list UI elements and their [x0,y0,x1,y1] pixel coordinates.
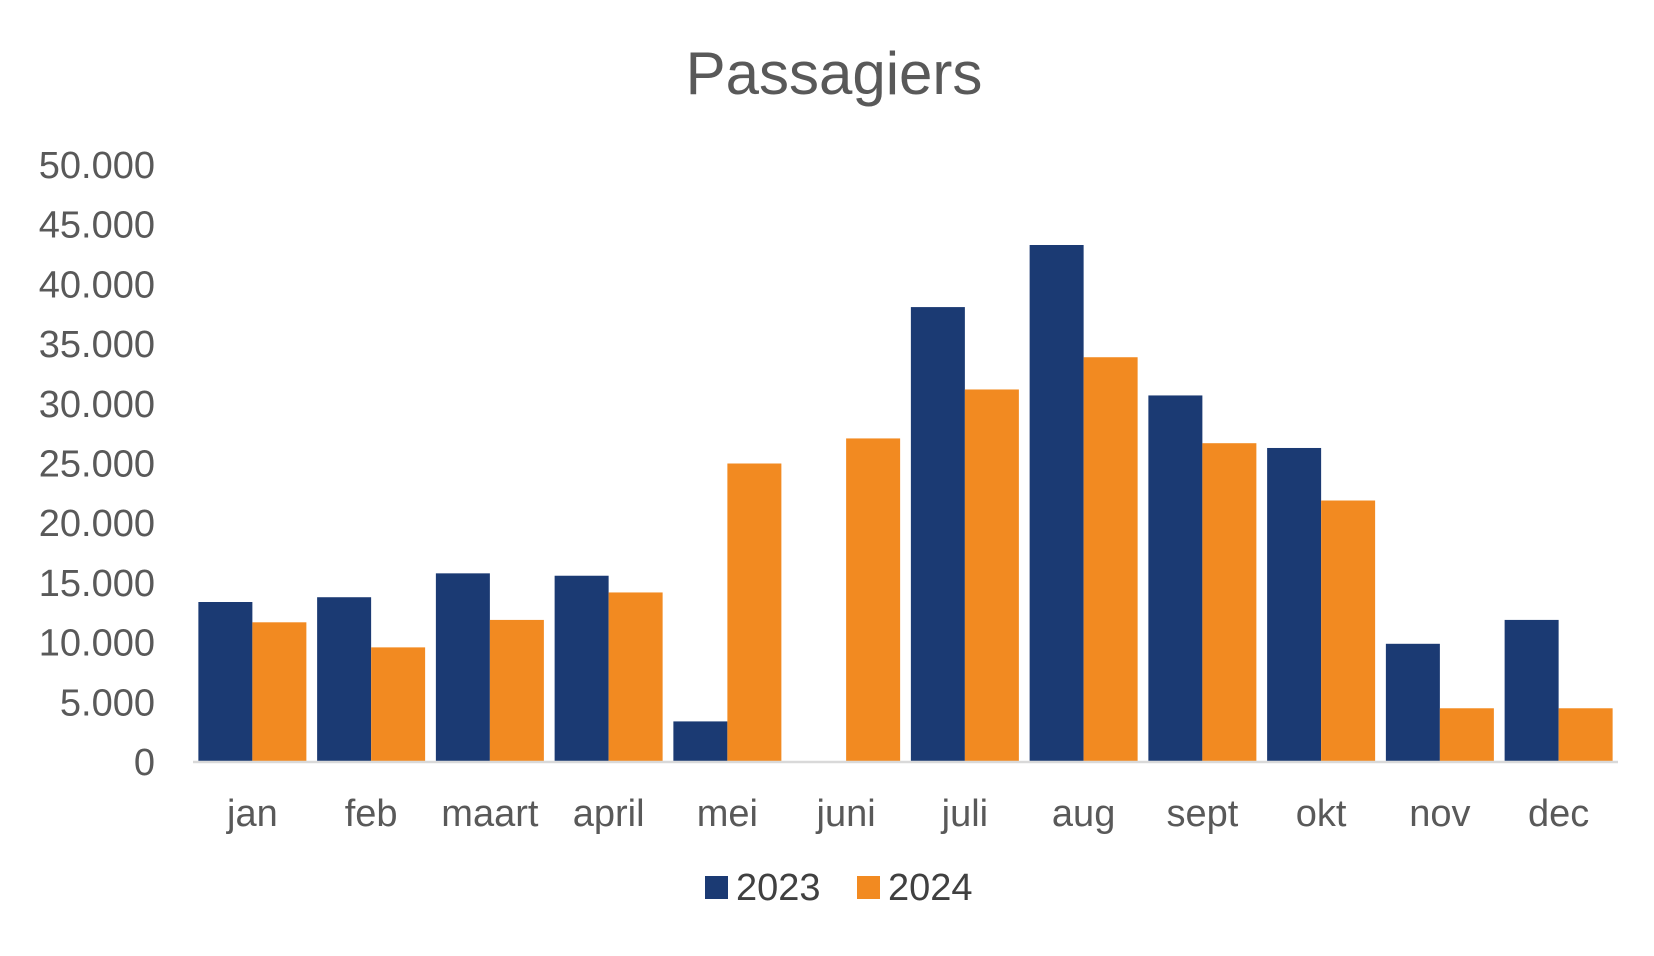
bar-2023-maart [435,573,490,762]
legend-swatch-2024 [857,876,880,899]
x-tick-label: dec [1528,793,1589,835]
bar-2024-okt [1321,500,1376,762]
y-tick-label: 35.000 [39,324,155,366]
bar-2023-dec [1504,619,1559,762]
y-tick-label: 0 [134,742,155,784]
bar-2024-mei [727,463,782,762]
legend: 2023 2024 [705,867,973,909]
y-tick-label: 40.000 [39,264,155,306]
y-tick-label: 5.000 [60,682,155,724]
y-tick-label: 20.000 [39,503,155,545]
y-tick-label: 30.000 [39,384,155,426]
legend-label-2024: 2024 [888,867,973,909]
x-tick-label: okt [1296,793,1347,835]
x-tick-label: mei [697,793,758,835]
x-tick-label: april [573,793,645,835]
bar-2024-april [608,592,663,762]
y-tick-label: 15.000 [39,563,155,605]
chart-title: Passagiers [686,40,983,107]
y-tick-label: 25.000 [39,444,155,486]
bar-2023-jan [198,602,253,762]
x-tick-label: jan [226,793,278,835]
bar-2023-feb [317,597,372,762]
y-axis: 0 5.000 10.000 15.000 20.000 25.000 30.000 35.0… [39,145,155,784]
x-tick-label: feb [345,793,398,835]
x-tick-label: nov [1409,793,1470,835]
x-tick-label: juni [816,793,876,835]
bar-2023-nov [1385,643,1440,762]
bar-2024-maart [489,619,544,762]
bar-2024-feb [371,647,426,762]
bar-2024-juni [846,438,901,762]
x-tick-label: sept [1166,793,1238,835]
bar-2024-sept [1202,443,1257,762]
x-tick-label: aug [1052,793,1115,835]
bar-2024-nov [1439,708,1494,762]
legend-label-2023: 2023 [736,867,821,909]
bar-2023-okt [1267,447,1322,762]
bar-2023-april [554,575,609,762]
bar-2024-aug [1083,357,1138,762]
bar-2023-aug [1029,244,1084,763]
x-axis: jan feb maart april mei juni juli aug sept okt nov… [226,793,1589,835]
bar-2024-jan [252,622,307,762]
bar-2023-sept [1148,395,1203,762]
y-tick-label: 50.000 [39,145,155,187]
bar-2024-dec [1558,708,1613,762]
y-tick-label: 45.000 [39,205,155,247]
bars [198,244,1613,763]
legend-swatch-2023 [705,876,728,899]
bar-2023-juli [910,307,965,762]
bar-2024-juli [964,389,1019,762]
bar-2023-mei [673,721,728,762]
x-tick-label: juli [941,793,988,835]
y-tick-label: 10.000 [39,623,155,665]
x-tick-label: maart [441,793,539,835]
